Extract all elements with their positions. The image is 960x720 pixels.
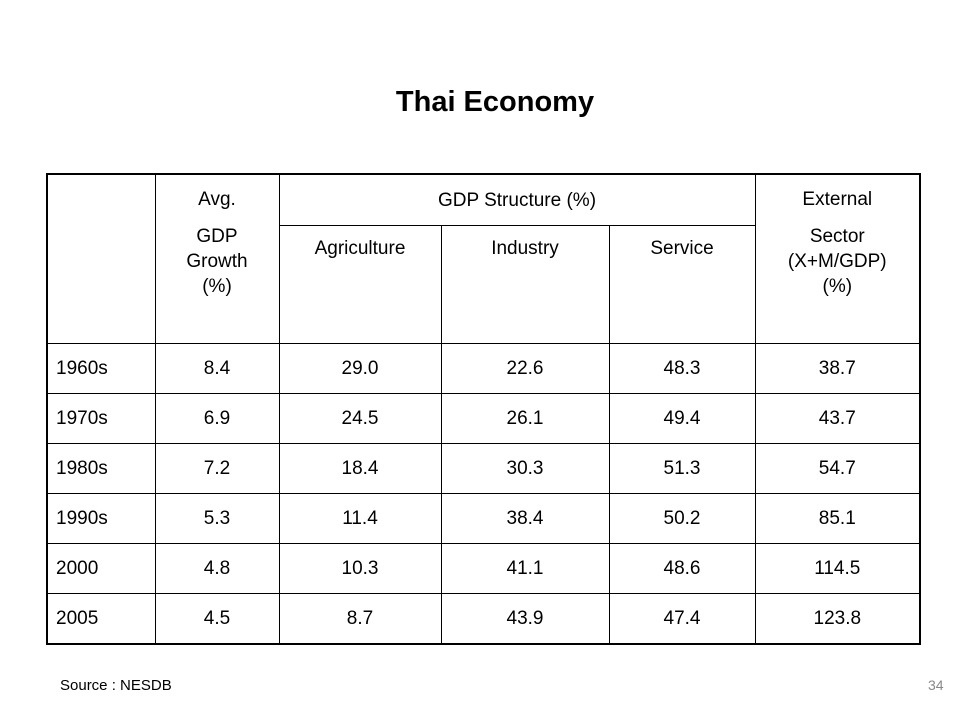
row-service: 47.4 bbox=[608, 593, 756, 644]
table-row: 1960s 8.4 29.0 22.6 48.3 38.7 bbox=[47, 343, 921, 394]
row-period: 2000 bbox=[47, 543, 155, 594]
row-industry: 26.1 bbox=[440, 393, 609, 444]
header-avg-line1: Avg. bbox=[198, 189, 236, 210]
row-external: 38.7 bbox=[754, 343, 921, 394]
source-note: Source : NESDB bbox=[60, 677, 172, 694]
row-growth: 5.3 bbox=[154, 493, 279, 544]
header-external-line1: External bbox=[802, 189, 873, 210]
row-agriculture: 24.5 bbox=[278, 393, 441, 444]
header-service: Service bbox=[608, 225, 756, 344]
row-period: 1970s bbox=[47, 393, 155, 444]
row-growth: 4.8 bbox=[154, 543, 279, 594]
row-industry: 22.6 bbox=[440, 343, 609, 394]
table-row: 2005 4.5 8.7 43.9 47.4 123.8 bbox=[47, 593, 921, 644]
header-avg-line2: GDP bbox=[196, 226, 238, 247]
row-period: 1990s bbox=[47, 493, 155, 544]
row-agriculture: 8.7 bbox=[278, 593, 441, 644]
header-external-line2: Sector bbox=[809, 226, 865, 247]
row-external: 54.7 bbox=[754, 443, 921, 494]
row-agriculture: 10.3 bbox=[278, 543, 441, 594]
row-growth: 7.2 bbox=[154, 443, 279, 494]
header-gdp-structure: GDP Structure (%) bbox=[278, 174, 756, 226]
row-external: 123.8 bbox=[754, 593, 921, 644]
row-external: 43.7 bbox=[754, 393, 921, 444]
table-header-row: Avg. GDP Growth (%) GDP Structure (%) Ex… bbox=[47, 174, 921, 344]
table-row: 2000 4.8 10.3 41.1 48.6 114.5 bbox=[47, 543, 921, 594]
row-industry: 30.3 bbox=[440, 443, 609, 494]
header-external-line3: (X+M/GDP) bbox=[787, 251, 887, 272]
row-industry: 38.4 bbox=[440, 493, 609, 544]
header-industry: Industry bbox=[440, 225, 609, 344]
header-avg-gdp-growth: Avg. GDP Growth (%) bbox=[154, 174, 279, 344]
page-number: 34 bbox=[928, 677, 944, 693]
row-growth: 6.9 bbox=[154, 393, 279, 444]
row-industry: 43.9 bbox=[440, 593, 609, 644]
row-service: 48.3 bbox=[608, 343, 756, 394]
row-service: 50.2 bbox=[608, 493, 756, 544]
table-subheader-row: Agriculture Industry Service bbox=[47, 225, 920, 344]
header-avg-line3: Growth bbox=[186, 251, 248, 272]
header-empty-cell bbox=[47, 174, 155, 344]
row-growth: 4.5 bbox=[154, 593, 279, 644]
header-avg-line4: (%) bbox=[202, 276, 232, 297]
row-agriculture: 29.0 bbox=[278, 343, 441, 394]
header-agriculture: Agriculture bbox=[278, 225, 441, 344]
page-title: Thai Economy bbox=[395, 86, 595, 118]
row-agriculture: 18.4 bbox=[278, 443, 441, 494]
row-agriculture: 11.4 bbox=[278, 493, 441, 544]
row-external: 114.5 bbox=[754, 543, 921, 594]
table-row: 1990s 5.3 11.4 38.4 50.2 85.1 bbox=[47, 493, 921, 544]
row-period: 1980s bbox=[47, 443, 155, 494]
row-industry: 41.1 bbox=[440, 543, 609, 594]
row-service: 48.6 bbox=[608, 543, 756, 594]
header-external-line4: (%) bbox=[822, 276, 853, 297]
row-service: 51.3 bbox=[608, 443, 756, 494]
row-external: 85.1 bbox=[754, 493, 921, 544]
row-growth: 8.4 bbox=[154, 343, 279, 394]
table-row: 1980s 7.2 18.4 30.3 51.3 54.7 bbox=[47, 443, 921, 494]
row-service: 49.4 bbox=[608, 393, 756, 444]
header-external-sector: External Sector (X+M/GDP) (%) bbox=[754, 174, 921, 344]
row-period: 2005 bbox=[47, 593, 155, 644]
economy-table: Avg. GDP Growth (%) GDP Structure (%) Ex… bbox=[46, 173, 922, 645]
table-row: 1970s 6.9 24.5 26.1 49.4 43.7 bbox=[47, 393, 921, 444]
row-period: 1960s bbox=[47, 343, 155, 394]
